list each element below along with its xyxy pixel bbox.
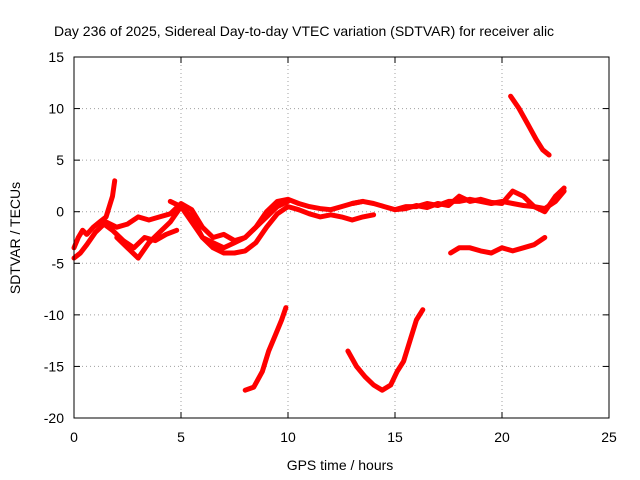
y-tick-labels: -20 -15 -10 -5 0 5 10 15 [44, 49, 64, 426]
y-tick-label: 15 [48, 49, 64, 65]
series-arc-10 [242, 305, 289, 393]
x-tick-label: 25 [601, 429, 617, 445]
y-tick-label: -20 [44, 410, 64, 426]
y-tick-label: 0 [56, 204, 64, 220]
y-axis-label: SDTVAR / TECUs [7, 182, 23, 294]
y-tick-label: 5 [56, 152, 64, 168]
series-arc-9 [508, 93, 552, 158]
chart-title: Day 236 of 2025, Sidereal Day-to-day VTE… [54, 23, 554, 39]
y-tick-label: -10 [44, 307, 64, 323]
series-arc-5 [167, 198, 291, 251]
x-tick-label: 15 [387, 429, 403, 445]
data-series-group [71, 93, 567, 393]
series-arc-4 [114, 204, 377, 261]
x-tick-label: 0 [70, 429, 78, 445]
x-tick-labels: 0 5 10 15 20 25 [70, 429, 617, 445]
series-arc-8 [448, 235, 548, 256]
x-axis-label: GPS time / hours [287, 457, 394, 473]
series-arc-1 [71, 178, 118, 251]
y-tick-label: 10 [48, 101, 64, 117]
series-arc-7 [392, 185, 567, 215]
y-tick-label: -15 [44, 358, 64, 374]
tick-marks [73, 56, 610, 419]
x-tick-label: 5 [177, 429, 185, 445]
grid-lines [74, 57, 609, 418]
y-tick-label: -5 [52, 255, 65, 271]
series-arc-11 [345, 307, 426, 393]
x-tick-label: 20 [494, 429, 510, 445]
plot-frame [73, 56, 610, 419]
x-tick-label: 10 [280, 429, 296, 445]
